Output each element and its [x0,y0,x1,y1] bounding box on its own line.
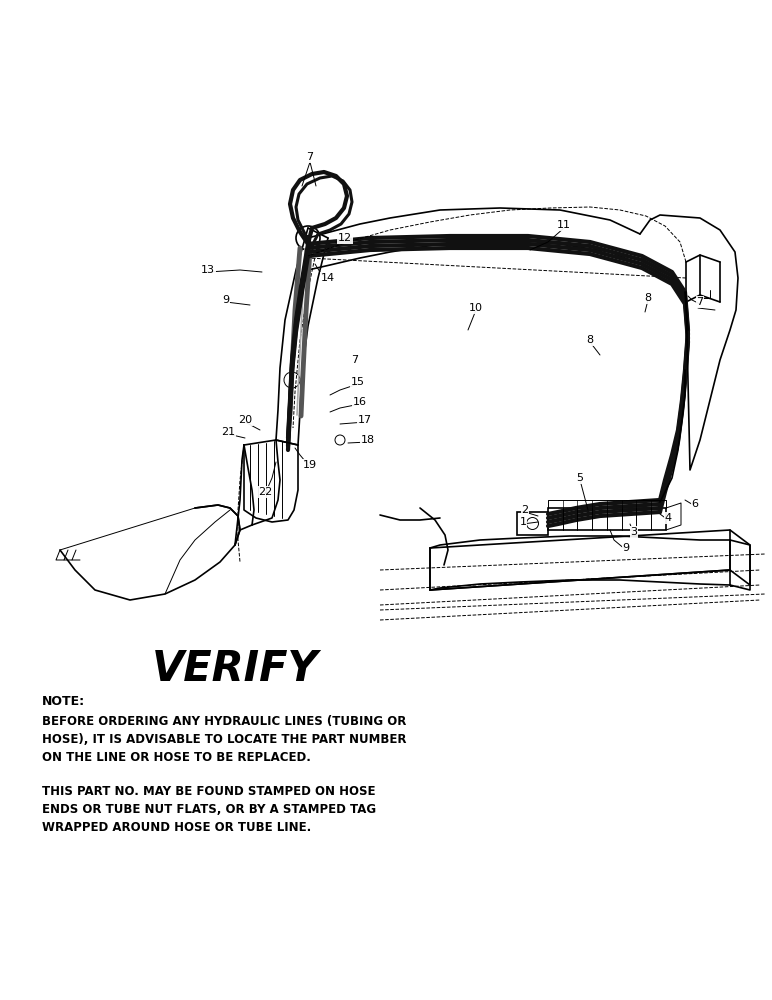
Text: NOTE:: NOTE: [42,695,85,708]
Bar [517,512,548,535]
Text: 9: 9 [622,543,629,553]
Text: 4: 4 [665,513,672,523]
Text: 7: 7 [696,297,703,307]
Text: 22: 22 [258,487,272,497]
Text: 21: 21 [221,427,235,437]
Text: 7: 7 [351,355,358,365]
Text: 14: 14 [321,273,335,283]
Text: 2: 2 [521,505,529,515]
Text: 8: 8 [587,335,594,345]
Text: 13: 13 [201,265,215,275]
Text: 15: 15 [351,377,365,387]
Text: 5: 5 [577,473,584,483]
Text: VERIFY: VERIFY [152,648,319,690]
Bar [548,508,666,530]
Text: 8: 8 [645,293,652,303]
Text: 12: 12 [338,233,352,243]
Text: 19: 19 [303,460,317,470]
Text: 9: 9 [222,295,229,305]
Text: 11: 11 [557,220,571,230]
Text: 10: 10 [469,303,483,313]
Text: 1: 1 [520,517,527,527]
Text: 18: 18 [361,435,375,445]
Text: 6: 6 [692,499,699,509]
Text: THIS PART NO. MAY BE FOUND STAMPED ON HOSE
ENDS OR TUBE NUT FLATS, OR BY A STAMP: THIS PART NO. MAY BE FOUND STAMPED ON HO… [42,785,376,834]
Circle shape [305,235,311,241]
Text: 20: 20 [238,415,252,425]
Text: 17: 17 [358,415,372,425]
Text: 7: 7 [306,152,313,162]
Text: 16: 16 [353,397,367,407]
Text: BEFORE ORDERING ANY HYDRAULIC LINES (TUBING OR
HOSE), IT IS ADVISABLE TO LOCATE : BEFORE ORDERING ANY HYDRAULIC LINES (TUB… [42,715,407,764]
Text: 3: 3 [631,527,638,537]
